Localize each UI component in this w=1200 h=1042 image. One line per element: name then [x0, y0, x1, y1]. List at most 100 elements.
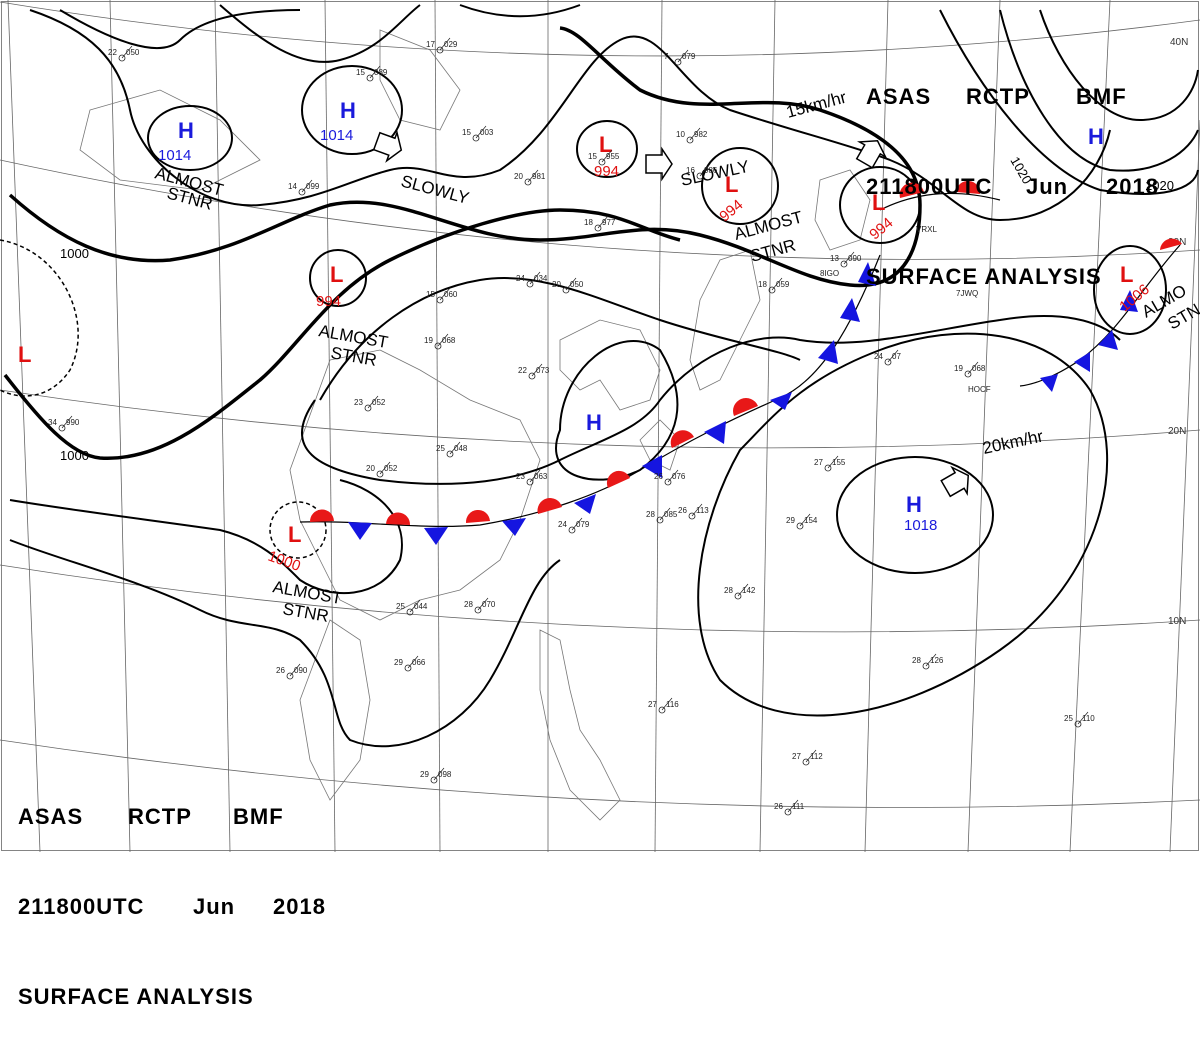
meridian [8, 0, 40, 852]
station-temp: 19 [954, 364, 963, 373]
station-plot: 26 111 [774, 800, 805, 815]
station-temp: 15 [426, 290, 435, 299]
station-pressure: 003 [480, 128, 494, 137]
low-center-value: 994 [594, 163, 619, 180]
station-temp: 26 [774, 802, 783, 811]
station-pressure: 052 [384, 464, 398, 473]
station-pressure: 079 [576, 520, 590, 529]
japan-coast [690, 250, 760, 390]
station-pressure: 063 [534, 472, 548, 481]
speed-label: 20km/hr [981, 426, 1045, 457]
station-temp: 24 [874, 352, 883, 361]
station-temp: 10 [676, 130, 685, 139]
dashed-low-west [0, 240, 78, 396]
station-temp: 28 [464, 600, 473, 609]
station-temp: 24 [558, 520, 567, 529]
high-center-value: 1018 [904, 517, 937, 534]
station-pressure: 070 [482, 600, 496, 609]
high-center-letter: H [906, 492, 922, 517]
station-temp: 25 [396, 602, 405, 611]
station-temp: 7 [664, 52, 669, 61]
isobar-upper-4 [460, 5, 580, 16]
station-temp: 29 [786, 516, 795, 525]
station-temp: 14 [288, 182, 297, 191]
station-pressure: 050 [570, 280, 584, 289]
parallel [0, 565, 1200, 632]
station-pressure: 090 [294, 666, 308, 675]
warm-front-bump [386, 512, 410, 525]
lat-label-10n: 10N [1168, 616, 1186, 627]
station-temp: 18 [758, 280, 767, 289]
station-plot: 29 154 [786, 514, 818, 529]
high-center-value: 1014 [158, 147, 191, 164]
korea-coast [560, 320, 660, 410]
station-pressure: 07 [892, 352, 901, 361]
station-temp: 18 [584, 218, 593, 227]
cold-front-tri [502, 518, 526, 536]
station-id: 8IGO [820, 269, 839, 278]
header-region: ASAS [866, 82, 966, 112]
station-pressure: 068 [972, 364, 986, 373]
station-pressure: 977 [602, 218, 616, 227]
station-temp: 26 [276, 666, 285, 675]
station-temp: 17 [426, 40, 435, 49]
cold-front-tri [840, 298, 860, 322]
station-id: HOCF [968, 385, 991, 394]
station-pressure: 052 [372, 398, 386, 407]
station-temp: 22 [108, 48, 117, 57]
low-center-letter: L [288, 522, 301, 547]
station-pressure: 154 [804, 516, 818, 525]
header-code: BMF [1076, 82, 1127, 112]
header-year: 2018 [273, 892, 326, 922]
station-temp: 20 [514, 172, 523, 181]
station-pressure: 986 [704, 166, 718, 175]
station-temp: 15 [588, 152, 597, 161]
station-temp: 16 [686, 166, 695, 175]
station-pressure: 955 [606, 152, 620, 161]
high-center-letter: H [178, 118, 194, 143]
station-plot: 18 977 [584, 216, 616, 231]
station-plot: 10 982 [676, 128, 708, 143]
cold-front-tri [1040, 374, 1058, 392]
station-temp: 20 [552, 280, 561, 289]
station-pressure: 099 [306, 182, 320, 191]
isobar-pacific-high [698, 334, 1107, 716]
station-pressure: 981 [532, 172, 546, 181]
station-plot: 20 981 [514, 170, 546, 185]
station-pressure: 982 [694, 130, 708, 139]
station-pressure: 068 [442, 336, 456, 345]
lat-label-20n: 20N [1168, 426, 1186, 437]
station-pressure: 111 [792, 802, 805, 811]
station-pressure: 085 [664, 510, 678, 519]
isobar-south-1 [10, 540, 560, 746]
lat-label-40n: 40N [1170, 37, 1188, 48]
status-label: ALMOST [732, 207, 804, 243]
station-pressure: 142 [742, 586, 756, 595]
station-temp: 25 [1064, 714, 1073, 723]
station-pressure: 110 [1082, 714, 1095, 723]
station-plot: 14 099 [288, 180, 320, 195]
header-month: Jun [193, 892, 273, 922]
station-temp: 27 [648, 700, 657, 709]
station-temp: 26 [678, 506, 687, 515]
station-pressure: 076 [672, 472, 686, 481]
station-temp: 27 [792, 752, 801, 761]
station-temp: 29 [394, 658, 403, 667]
station-plot: 26 090 [276, 664, 308, 679]
station-temp: 15 [462, 128, 471, 137]
warm-front-bump [538, 498, 562, 514]
